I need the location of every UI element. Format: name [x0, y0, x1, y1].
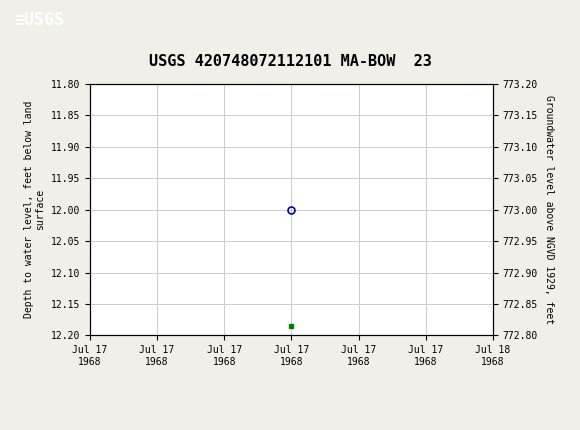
Y-axis label: Depth to water level, feet below land
surface: Depth to water level, feet below land su…: [24, 101, 45, 318]
Text: ≡USGS: ≡USGS: [14, 11, 64, 29]
Y-axis label: Groundwater level above NGVD 1929, feet: Groundwater level above NGVD 1929, feet: [543, 95, 553, 324]
Text: USGS 420748072112101 MA-BOW  23: USGS 420748072112101 MA-BOW 23: [148, 54, 432, 69]
